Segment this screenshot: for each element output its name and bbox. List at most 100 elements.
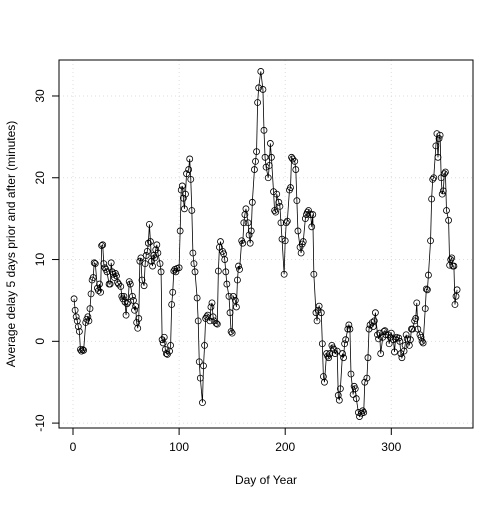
data-point (264, 174, 272, 182)
data-point (239, 239, 247, 247)
data-point (98, 242, 106, 250)
data-point (71, 306, 79, 314)
data-point (154, 249, 162, 257)
data-point (115, 280, 123, 288)
data-point (140, 282, 148, 290)
data-point (149, 262, 156, 270)
data-point (225, 292, 233, 300)
data-point (101, 264, 109, 272)
data-point (308, 223, 316, 231)
data-point (352, 395, 360, 402)
data-point (262, 163, 270, 171)
data-point (395, 334, 403, 342)
x-axis-label: Day of Year (235, 473, 297, 487)
data-point (183, 170, 190, 178)
data-point (310, 270, 318, 278)
data-point (236, 265, 243, 273)
data-point (106, 280, 114, 288)
data-point (254, 99, 262, 106)
data-point (221, 256, 229, 263)
data-point (186, 155, 194, 163)
data-point (251, 166, 258, 173)
data-point (84, 313, 92, 321)
data-point (208, 299, 216, 307)
data-point (95, 287, 102, 295)
data-point (294, 227, 302, 235)
data-point (340, 354, 347, 362)
data-point (74, 323, 82, 330)
data-point (291, 158, 299, 165)
data-point (227, 328, 235, 335)
data-point (255, 84, 263, 92)
data-point (130, 297, 137, 304)
data-point (234, 276, 241, 284)
data-point (277, 219, 285, 227)
data-point (96, 280, 103, 288)
data-point (178, 182, 186, 190)
data-point (126, 280, 134, 288)
data-point (188, 207, 196, 214)
data-point (145, 220, 153, 228)
data-point (91, 260, 99, 268)
data-point (113, 272, 120, 280)
data-point (190, 260, 198, 268)
data-point (318, 340, 326, 348)
data-point (430, 174, 438, 182)
data-point (271, 207, 278, 214)
data-point (281, 237, 289, 245)
data-point (432, 142, 440, 150)
data-point (75, 328, 83, 335)
data-point (79, 346, 86, 353)
data-point (131, 306, 138, 314)
data-point (235, 262, 242, 270)
data-point (436, 131, 444, 139)
data-point (451, 301, 459, 308)
data-point (289, 155, 297, 163)
data-point (153, 241, 161, 249)
data-point (242, 205, 250, 213)
data-point (222, 268, 230, 276)
data-point (330, 346, 338, 353)
data-point (147, 238, 154, 245)
data-point (417, 333, 425, 341)
data-point (185, 166, 193, 173)
data-point (280, 270, 288, 278)
data-point (248, 198, 256, 206)
data-point (90, 259, 98, 267)
data-point (246, 239, 254, 247)
data-point (344, 325, 352, 333)
data-point (273, 190, 281, 198)
data-point (401, 342, 409, 349)
data-point (194, 317, 202, 325)
data-point (191, 268, 199, 276)
data-point (151, 254, 159, 262)
data-point (370, 317, 378, 325)
data-point (167, 342, 175, 349)
data-line (73, 71, 458, 418)
data-point (309, 211, 317, 218)
data-point (364, 354, 372, 362)
data-point (110, 274, 118, 281)
data-point (193, 294, 201, 302)
data-point (278, 235, 286, 243)
data-point (99, 241, 107, 249)
data-point (359, 407, 367, 415)
data-point (157, 268, 165, 276)
data-point (179, 194, 187, 202)
data-point (434, 153, 442, 161)
data-point (266, 140, 274, 147)
data-point (276, 202, 284, 210)
data-point (217, 238, 224, 245)
data-point (334, 391, 342, 399)
data-point (403, 335, 411, 343)
data-point (355, 409, 362, 416)
data-point (324, 352, 332, 360)
data-point (407, 336, 414, 344)
data-point (398, 354, 406, 362)
data-point (207, 303, 215, 311)
data-point (244, 219, 252, 227)
data-point (423, 286, 431, 294)
data-point (181, 205, 188, 213)
data-point (414, 325, 422, 333)
data-point (335, 396, 343, 404)
